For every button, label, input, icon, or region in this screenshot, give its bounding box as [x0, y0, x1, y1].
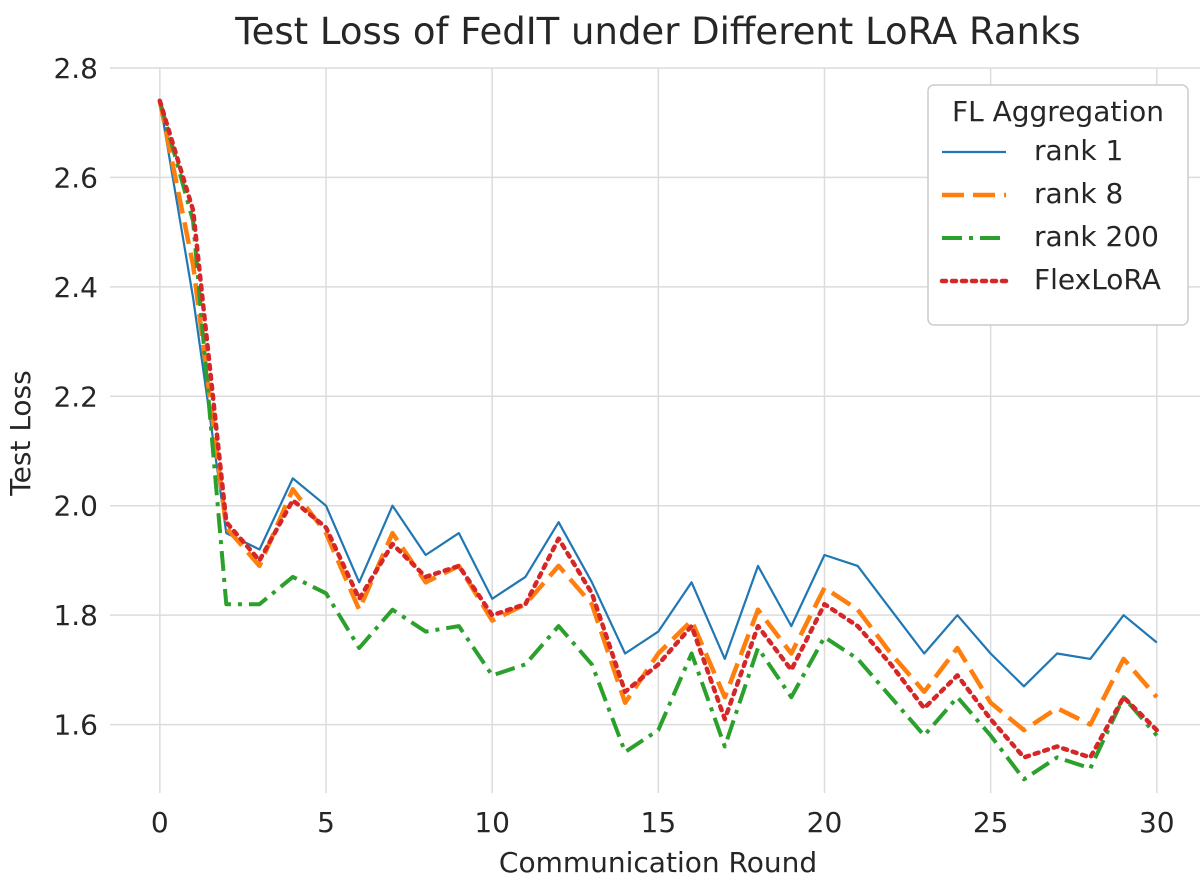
- y-tick-label: 1.8: [53, 599, 98, 632]
- y-tick-label: 2.4: [53, 271, 98, 304]
- legend-label: FlexLoRA: [1034, 263, 1161, 296]
- legend-title: FL Aggregation: [952, 95, 1164, 128]
- x-tick-label: 15: [641, 806, 677, 839]
- series-lines: [157, 98, 1160, 782]
- chart-title: Test Loss of FedIT under Different LoRA …: [234, 10, 1080, 53]
- x-tick-labels: 0 5 10 15 20 25 30: [151, 806, 1175, 839]
- legend-label: rank 1: [1034, 134, 1123, 167]
- legend-box: [927, 84, 1189, 326]
- series-line-rank-8: [157, 100, 1159, 733]
- legend: FL Aggregation rank 1 rank 8 rank 200 FlexL…: [927, 84, 1189, 326]
- x-tick-label: 25: [973, 806, 1009, 839]
- x-tick-label: 20: [807, 806, 843, 839]
- legend-label: rank 8: [1034, 177, 1123, 210]
- series-line-rank-1: [158, 100, 1158, 688]
- legend-items: rank 1 rank 8 rank 200 FlexLoRA: [939, 134, 1161, 296]
- y-tick-label: 2.0: [53, 490, 98, 523]
- y-tick-label: 2.8: [53, 52, 98, 85]
- x-axis-label: Communication Round: [499, 846, 817, 879]
- legend-label: rank 200: [1034, 220, 1159, 253]
- series-line-flexlora: [157, 98, 1160, 760]
- y-tick-label: 2.6: [53, 161, 98, 194]
- x-tick-label: 10: [474, 806, 510, 839]
- y-tick-labels: 1.6 1.8 2.0 2.2 2.4 2.6 2.8: [53, 52, 98, 742]
- x-tick-label: 0: [151, 806, 169, 839]
- y-tick-label: 1.6: [53, 709, 98, 742]
- x-tick-label: 30: [1139, 806, 1175, 839]
- x-tick-label: 5: [317, 806, 335, 839]
- y-axis-label: Test Loss: [4, 370, 37, 496]
- y-tick-label: 2.2: [53, 380, 98, 413]
- series-line-rank-200: [157, 100, 1159, 782]
